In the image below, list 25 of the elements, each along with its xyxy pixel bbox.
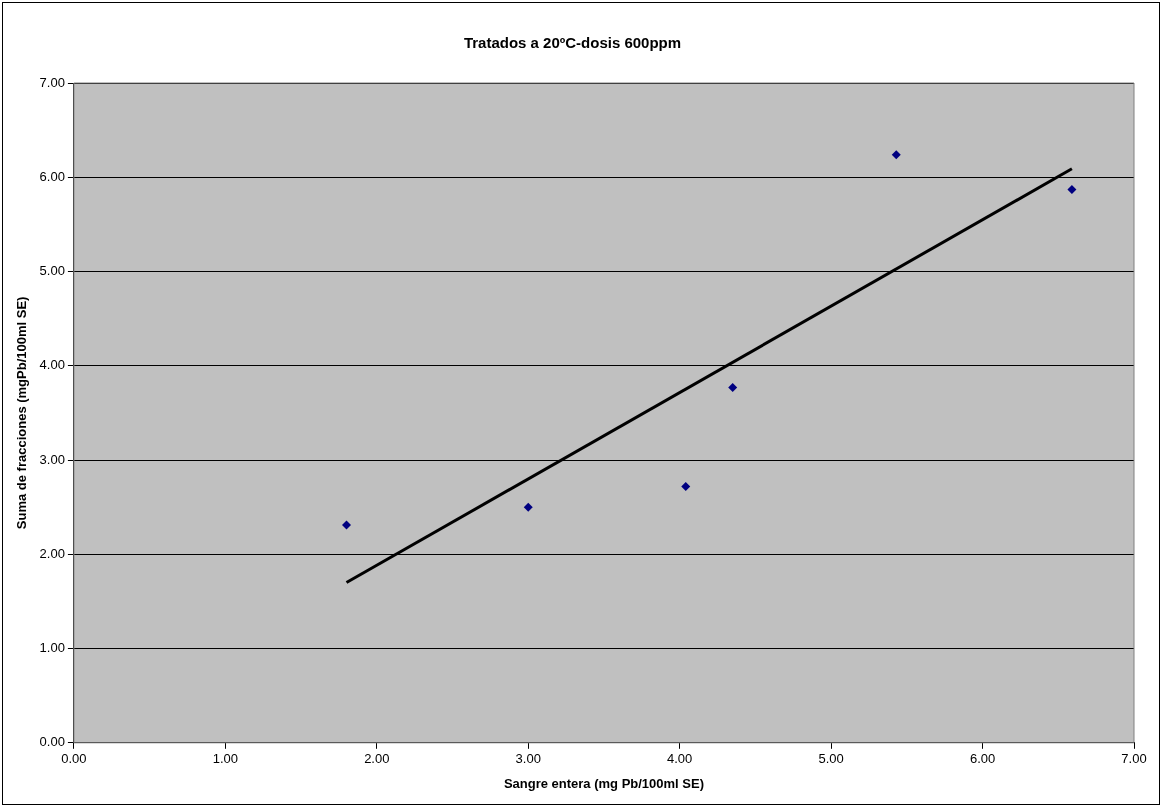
y-tick-label: 6.00 — [39, 168, 65, 184]
x-tick-label: 4.00 — [667, 751, 693, 767]
x-tick-label: 0.00 — [61, 751, 87, 767]
point — [728, 382, 738, 392]
y-axis-title: Suma de fracciones (mgPb/100ml SE) — [14, 296, 30, 530]
x-tick-label: 6.00 — [969, 751, 996, 767]
y-tick-label: 1.00 — [39, 640, 65, 656]
x-tick-label: 1.00 — [212, 751, 238, 767]
point — [681, 481, 691, 491]
point — [1067, 185, 1077, 195]
y-tick-label: 4.00 — [39, 357, 65, 373]
x-tick-label: 7.00 — [1121, 751, 1147, 767]
y-tick-label: 3.00 — [39, 451, 65, 467]
point — [342, 520, 351, 530]
chart-title: Tratados a 20ºC-dosis 600ppm — [463, 34, 682, 52]
x-tick-label: 3.00 — [515, 751, 541, 767]
point — [523, 502, 533, 512]
point — [891, 150, 901, 160]
x-axis-title: Sangre entera (mg Pb/100ml SE) — [503, 775, 705, 791]
y-tick-label: 7.00 — [39, 74, 65, 90]
x-tick-label: 5.00 — [818, 751, 844, 767]
y-tick-label: 5.00 — [39, 263, 65, 279]
y-tick-label: 2.00 — [39, 545, 65, 561]
y-tick-label: 0.00 — [39, 734, 65, 750]
x-tick-label: 2.00 — [364, 751, 390, 767]
